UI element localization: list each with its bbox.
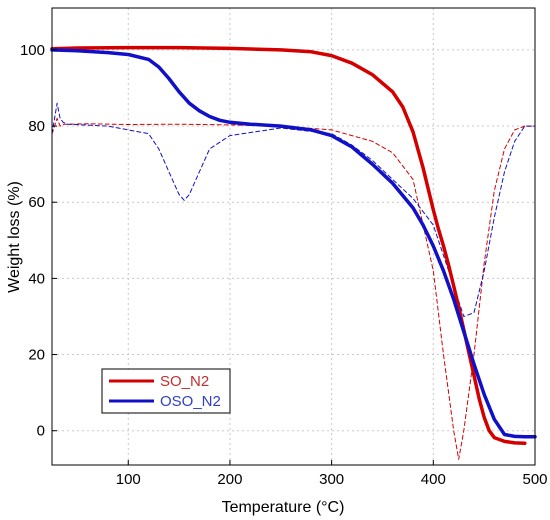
y-tick-label: 20 <box>28 347 45 364</box>
legend-label-so-n2: SO_N2 <box>160 373 209 390</box>
derivative-curve-2 <box>51 117 536 460</box>
x-tick-label: 500 <box>522 471 547 488</box>
series-layer <box>50 45 537 460</box>
y-tick-label: 40 <box>28 270 45 287</box>
x-tick-label: 400 <box>421 471 446 488</box>
tick-labels: 100 200 300 400 500 0 20 40 60 80 100 <box>20 42 548 488</box>
derivative-curve-3 <box>51 102 536 317</box>
x-axis-title: Temperature (°C) <box>222 499 345 516</box>
y-tick-label: 60 <box>28 194 45 211</box>
legend-box <box>101 368 231 414</box>
axis-ticks <box>52 49 536 465</box>
weight-curve-1 <box>50 48 537 439</box>
y-axis-title: Weight loss (%) <box>6 181 23 293</box>
plot-frame <box>51 7 536 466</box>
legend: SO_N2 OSO_N2 <box>101 368 231 414</box>
weight-curve-0 <box>50 45 527 446</box>
y-tick-label: 100 <box>20 42 45 59</box>
x-tick-label: 100 <box>116 471 141 488</box>
legend-label-oso-n2: OSO_N2 <box>160 393 221 410</box>
x-tick-label: 200 <box>217 471 242 488</box>
y-tick-label: 80 <box>28 118 45 135</box>
y-tick-label: 0 <box>37 423 45 440</box>
x-tick-label: 300 <box>319 471 344 488</box>
